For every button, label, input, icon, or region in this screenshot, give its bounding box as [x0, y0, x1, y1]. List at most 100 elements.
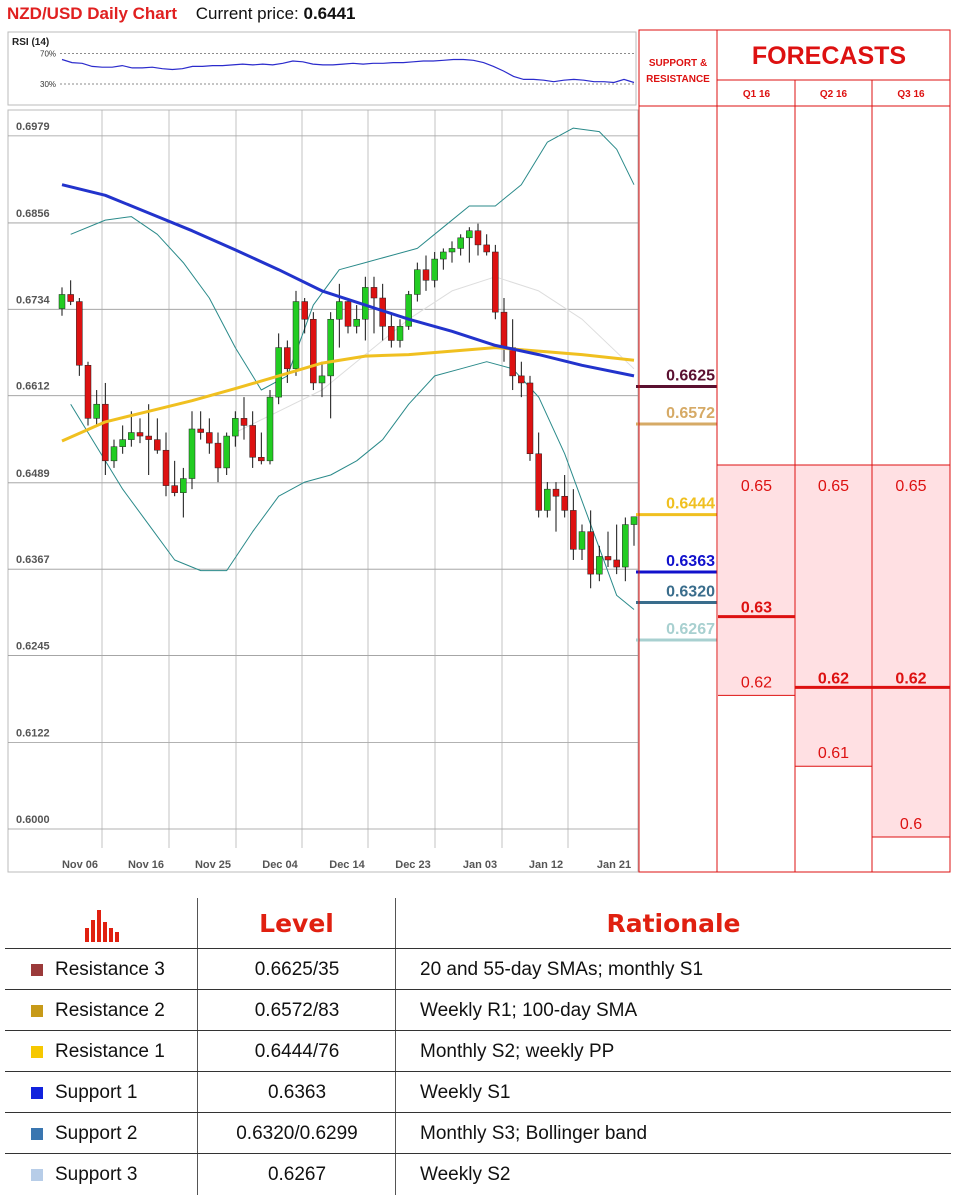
- candle-down: [206, 432, 213, 444]
- candle-down: [492, 251, 499, 313]
- candle-down: [509, 347, 516, 377]
- level-rationale: Weekly S1: [420, 1082, 511, 1103]
- rsi-line: [61, 58, 635, 84]
- level-swatch: [31, 1087, 43, 1099]
- sr-panel-label: RESISTANCE: [646, 74, 710, 85]
- sr-label: 0.6320: [666, 583, 715, 600]
- y-tick-label: 0.6979: [16, 121, 50, 133]
- forecast-low: 0.62: [741, 674, 772, 691]
- level-rationale: Monthly S3; Bollinger band: [420, 1123, 648, 1144]
- candle-down: [67, 294, 74, 302]
- candle-down: [197, 428, 204, 433]
- candle-down: [526, 382, 534, 455]
- sr-label: 0.6363: [666, 553, 715, 570]
- level-name: Support 3: [55, 1164, 138, 1185]
- level-rationale: Weekly R1; 100-day SMA: [420, 1000, 638, 1021]
- x-tick-label: Nov 25: [195, 859, 231, 871]
- candle-up: [440, 251, 447, 260]
- bollinger-mid-line: [235, 276, 635, 433]
- sr-label: 0.6625: [666, 368, 715, 385]
- forecast-high: 0.65: [741, 478, 772, 495]
- y-tick-label: 0.6367: [16, 554, 50, 566]
- sr-panel-label: SUPPORT &: [649, 58, 707, 69]
- candle-up: [353, 318, 360, 327]
- candle-up: [327, 318, 334, 377]
- candle-up: [58, 294, 66, 309]
- candle-down: [76, 301, 83, 366]
- candle-down: [561, 495, 568, 511]
- chart-header: NZD/USD Daily Chart Current price: 0.644…: [7, 4, 355, 24]
- x-tick-label: Jan 03: [463, 859, 497, 871]
- candle-up: [630, 516, 638, 525]
- candle-up: [318, 375, 326, 384]
- level-rationale: Monthly S2; weekly PP: [420, 1041, 615, 1062]
- candle-down: [171, 485, 178, 493]
- level-swatch: [31, 1046, 43, 1058]
- rsi-panel: [7, 31, 637, 106]
- candle-down: [422, 269, 430, 281]
- candle-down: [570, 510, 577, 550]
- candle-up: [275, 347, 282, 398]
- level-value: 0.6572/83: [254, 1000, 340, 1021]
- rsi-title: RSI (14): [12, 37, 49, 48]
- candle-up: [544, 488, 551, 511]
- candle-up: [622, 524, 629, 568]
- level-name: Resistance 1: [55, 1041, 165, 1062]
- level-header: Level: [259, 908, 334, 938]
- table-row: Resistance 2 0.6572/83 Weekly R1; 100-day …: [5, 990, 951, 1031]
- forecast-high: 0.65: [818, 478, 849, 495]
- table-row: Support 3 0.6267 Weekly S2: [5, 1154, 951, 1195]
- table-row: Resistance 1 0.6444/76 Monthly S2; weekly …: [5, 1031, 951, 1072]
- y-tick-label: 0.6734: [16, 294, 51, 306]
- candle-up: [232, 418, 239, 437]
- candle-down: [162, 449, 170, 486]
- rsi-level-label: 30%: [40, 80, 56, 89]
- candle-down: [587, 531, 594, 575]
- header-divider: [5, 948, 951, 949]
- candle-down: [474, 230, 482, 246]
- forecast-low: 0.6: [900, 816, 922, 833]
- x-tick-label: Dec 14: [329, 859, 365, 871]
- candle-down: [613, 559, 620, 568]
- forecast-high: 0.65: [895, 478, 926, 495]
- y-tick-label: 0.6000: [16, 814, 50, 826]
- candle-up: [578, 531, 586, 550]
- candle-down: [249, 425, 256, 458]
- y-tick-label: 0.6612: [16, 381, 50, 393]
- candle-down: [301, 301, 308, 320]
- row-divider: [5, 1153, 951, 1154]
- row-divider: [5, 1030, 951, 1031]
- level-rationale: Weekly S2: [420, 1164, 511, 1185]
- forecast-range: [795, 465, 872, 767]
- candle-up: [128, 432, 135, 440]
- candle-down: [310, 318, 317, 384]
- candle-down: [535, 453, 542, 511]
- level-value: 0.6625/35: [254, 959, 340, 980]
- candle-down: [284, 347, 291, 370]
- candle-down: [154, 439, 161, 451]
- table-divider: [197, 898, 198, 1195]
- level-rationale: 20 and 55-day SMAs; monthly S1: [420, 959, 704, 980]
- candle-up: [405, 294, 412, 327]
- x-tick-label: Jan 12: [529, 859, 563, 871]
- chart-title: NZD/USD Daily Chart: [7, 4, 178, 23]
- candle-up: [596, 556, 603, 575]
- x-tick-label: Nov 16: [128, 859, 164, 871]
- candle-up: [223, 435, 230, 469]
- level-value: 0.6363: [267, 1082, 327, 1103]
- level-name: Resistance 3: [55, 959, 165, 980]
- table-row: Support 1 0.6363 Weekly S1: [5, 1072, 951, 1113]
- level-value: 0.6320/0.6299: [236, 1123, 358, 1144]
- row-divider: [5, 1071, 951, 1072]
- candle-down: [214, 442, 222, 469]
- candle-down: [388, 326, 395, 341]
- candle-down: [500, 311, 508, 348]
- candle-down: [518, 375, 525, 384]
- sma-blue-line: [61, 183, 635, 378]
- candle-up: [414, 269, 421, 295]
- candle-up: [431, 258, 438, 281]
- level-swatch: [31, 1169, 43, 1181]
- level-value: 0.6267: [267, 1164, 327, 1185]
- sma-yellow-line: [61, 346, 635, 443]
- candle-up: [466, 230, 473, 239]
